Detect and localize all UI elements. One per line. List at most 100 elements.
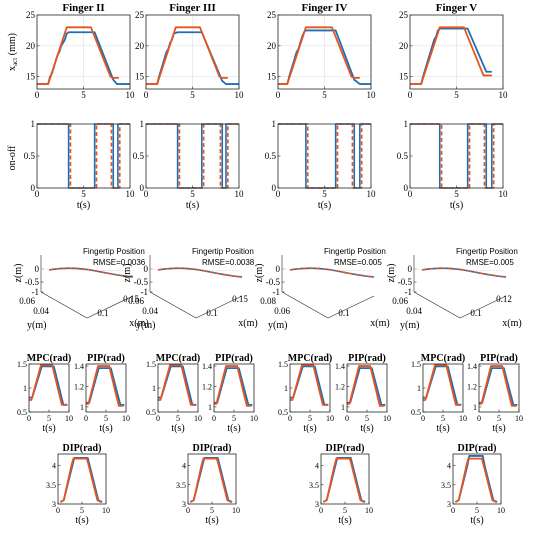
finger-title-1: Finger III: [169, 2, 216, 14]
dip-y-3-ticklabel: 3: [447, 500, 451, 509]
mpc-0-series-target: [29, 364, 67, 406]
onoff-x-3-ticklabel: 10: [499, 189, 509, 199]
mpc-2-y-ticklabel: 0.5: [278, 408, 288, 417]
pip-2-y-ticklabel: 1: [341, 403, 345, 412]
p3d-annotation-3: Fingertip Position: [456, 247, 518, 256]
p3d-yticklabel-0: 0.06: [19, 296, 35, 306]
dip-y-2-ticklabel: 3: [315, 500, 319, 509]
mpc-1-x-ticklabel: 0: [156, 414, 160, 423]
pip-0-x-ticklabel: 10: [122, 414, 130, 423]
p3d-xaxis-1: [195, 295, 243, 319]
p3d-zticklabel-2: -1: [273, 287, 281, 297]
p3d-rmse-0: RMSE=0.0036: [93, 258, 146, 267]
p3d-zticklabel-3: 0: [408, 264, 413, 274]
pip-0-xlabel: t(s): [99, 423, 112, 434]
p3d-xticklabel-1: 0.1: [206, 308, 217, 318]
mpc-2-series-target: [290, 364, 328, 406]
onoff-series-2-0: [278, 123, 371, 189]
dip-x-2-ticklabel: 10: [365, 506, 373, 515]
mpc-1-x-ticklabel: 5: [176, 414, 180, 423]
p3d-zticklabel-2: 0: [276, 264, 281, 274]
pip-1-y-ticklabel: 1: [208, 403, 212, 412]
pip-1-x-ticklabel: 5: [232, 414, 236, 423]
finger-title-0: Finger II: [62, 2, 104, 14]
p3d-xticklabel-1: 0.15: [232, 294, 248, 304]
onoff-x-1-ticklabel: 5: [190, 189, 195, 199]
mpc-3-series-target: [423, 364, 461, 406]
xact-x-1-ticklabel: 0: [144, 90, 149, 100]
onoff-xlabel-3: t(s): [450, 200, 463, 211]
onoff-y-0-ticklabel: 0.5: [24, 151, 36, 161]
onoff-y-1-ticklabel: 0.5: [133, 151, 145, 161]
pip-1-series-actual: [214, 367, 253, 406]
p3d-trajectory-target-3: [421, 267, 507, 278]
mpc-1-y-ticklabel: 0.5: [146, 408, 156, 417]
onoff-axes-2: [277, 123, 372, 189]
pip-2-x-ticklabel: 0: [345, 414, 349, 423]
p3d-yticklabel-1: 0.04: [142, 306, 158, 316]
p3d-ylabel-0: y(m): [27, 320, 46, 331]
xact-x-1-ticklabel: 10: [235, 90, 245, 100]
p3d-zlabel-2: z(m): [254, 264, 265, 283]
pip-2-xlabel: t(s): [360, 423, 373, 434]
p3d-xlabel-1: x(m): [238, 318, 257, 329]
dip-series-target-3: [454, 457, 497, 503]
dip-title-1: DIP(rad): [193, 443, 232, 454]
dip-y-1-ticklabel: 4: [182, 462, 186, 471]
pip-0-x-ticklabel: 0: [84, 414, 88, 423]
onoff-x-0-ticklabel: 5: [81, 189, 86, 199]
p3d-zticklabel-0: 0: [35, 264, 40, 274]
mpc-0-y-ticklabel: 0.5: [17, 408, 27, 417]
xact-x-3-ticklabel: 5: [454, 90, 459, 100]
xact-y-3-ticklabel: 25: [399, 10, 409, 20]
p3d-zticklabel-0: -0.5: [25, 277, 40, 287]
p3d-yticklabel-3: 0.04: [406, 306, 422, 316]
pip-1-series-target: [214, 365, 252, 407]
p3d-xlabel-3: x(m): [502, 318, 521, 329]
p3d-annotation-1: Fingertip Position: [192, 247, 254, 256]
dip-x-0-ticklabel: 10: [102, 506, 110, 515]
xact-x-2-ticklabel: 0: [276, 90, 281, 100]
mpc-2-y-ticklabel: 1.5: [278, 360, 288, 369]
p3d-yticklabel-1: 0.06: [128, 296, 144, 306]
finger-title-2: Finger IV: [302, 2, 348, 14]
onoff-y-2-ticklabel: 1: [272, 119, 277, 129]
xact-x-1-ticklabel: 5: [190, 90, 195, 100]
pip-0-x-ticklabel: 5: [104, 414, 108, 423]
dip-y-1-ticklabel: 3.5: [176, 481, 186, 490]
onoff-x-2-ticklabel: 0: [276, 189, 281, 199]
dip-y-1-ticklabel: 3: [182, 500, 186, 509]
onoff-series-1-0: [146, 123, 239, 189]
dip-y-0-ticklabel: 4: [52, 462, 56, 471]
p3d-xticklabel-0: 0.15: [123, 294, 139, 304]
p3d-xaxis-0: [86, 295, 134, 319]
mpc-1-series-target: [158, 364, 196, 406]
dip-title-3: DIP(rad): [458, 443, 497, 454]
p3d-xticklabel-3: 0.1: [470, 308, 481, 318]
mpc-3-x-ticklabel: 10: [459, 414, 467, 423]
mpc-3-xlabel: t(s): [436, 423, 449, 434]
pip-3-x-ticklabel: 10: [515, 414, 523, 423]
dip-y-3-ticklabel: 4: [447, 462, 451, 471]
onoff-y-3-ticklabel: 1: [404, 119, 409, 129]
onoff-x-0-ticklabel: 10: [126, 189, 136, 199]
onoff-axes-3: [409, 123, 504, 189]
onoff-series-0-1: [37, 123, 130, 189]
xact-y-1-ticklabel: 20: [135, 41, 145, 51]
onoff-y-2-ticklabel: 0: [272, 183, 277, 193]
onoff-y-3-ticklabel: 0.5: [397, 151, 409, 161]
pip-1-xlabel: t(s): [227, 423, 240, 434]
onoff-series-2-1: [278, 123, 371, 189]
dip-xlabel-1: t(s): [205, 515, 218, 526]
xact-x-2-ticklabel: 5: [322, 90, 327, 100]
p3d-xticklabel-0: 0.1: [97, 308, 108, 318]
mpc-2-x-ticklabel: 0: [288, 414, 292, 423]
onoff-xlabel-0: t(s): [77, 200, 90, 211]
onoff-y-1-ticklabel: 1: [140, 119, 145, 129]
onoff-axes-1: [145, 123, 240, 189]
xact-y-0-ticklabel: 15: [26, 72, 36, 82]
p3d-zticklabel-1: -0.5: [134, 277, 149, 287]
p3d-yaxis-0: [40, 291, 88, 319]
pip-2-title: PIP(rad): [348, 353, 386, 364]
